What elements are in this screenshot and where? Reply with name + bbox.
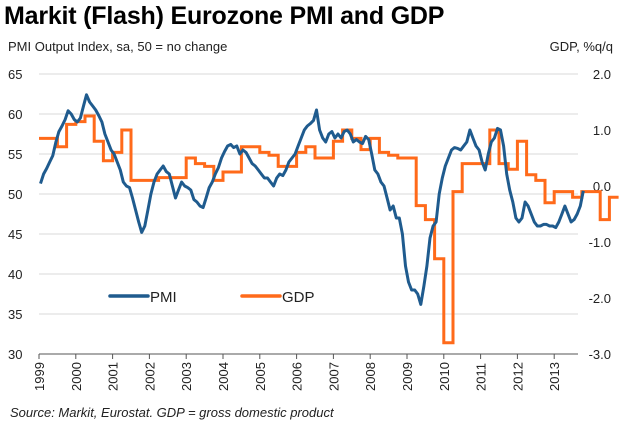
x-tick-label: 2013: [547, 362, 562, 391]
left-tick-label: 55: [8, 147, 22, 162]
right-tick-label: -3.0: [589, 347, 611, 362]
left-tick-label: 45: [8, 227, 22, 242]
left-tick-label: 30: [8, 347, 22, 362]
right-axis-label: GDP, %q/q: [549, 39, 613, 54]
gridlines: [39, 73, 578, 315]
left-tick-label: 50: [8, 187, 22, 202]
right-tick-label: -2.0: [589, 291, 611, 306]
x-tick-label: 2003: [179, 362, 194, 391]
x-tick-label: 2012: [510, 362, 525, 391]
left-tick-label: 60: [8, 107, 22, 122]
x-tick-label: 1999: [32, 362, 47, 391]
right-axis-ticks: 2.01.00.0-1.0-2.0-3.0: [589, 67, 611, 362]
right-tick-label: -1.0: [589, 235, 611, 250]
x-axis: 1999 2000 2001 2002 2003 2004 2005 2006 2007 2008…: [32, 353, 578, 391]
x-tick-label: 2002: [142, 362, 157, 391]
gdp-series-line: [39, 114, 619, 345]
legend-pmi-label: PMI: [150, 289, 177, 306]
legend: PMI GDP: [108, 289, 315, 306]
pmi-series-line: [39, 93, 585, 306]
chart-title: Markit (Flash) Eurozone PMI and GDP: [4, 2, 445, 30]
x-tick-label: 2011: [474, 363, 489, 391]
x-tick-label: 2007: [326, 362, 341, 391]
x-tick-label: 2004: [216, 362, 231, 391]
x-tick-label: 2005: [253, 362, 268, 391]
left-tick-label: 35: [8, 307, 22, 322]
x-tick-label: 2000: [69, 362, 84, 391]
right-tick-label: 2.0: [593, 67, 611, 82]
right-tick-label: 1.0: [593, 123, 611, 138]
x-tick-label: 2008: [363, 362, 378, 391]
x-tick-label: 2006: [290, 362, 305, 391]
left-axis-ticks: 65 60 55 50 45 40 35 30: [8, 67, 22, 362]
x-tick-label: 2001: [106, 362, 121, 391]
x-tick-label: 2010: [437, 362, 452, 391]
x-tick-label: 2009: [400, 362, 415, 391]
series-lines: [39, 93, 619, 345]
left-tick-label: 65: [8, 67, 22, 82]
left-tick-label: 40: [8, 267, 22, 282]
source-note: Source: Markit, Eurostat. GDP = gross do…: [10, 405, 334, 420]
legend-gdp-label: GDP: [282, 289, 315, 306]
left-axis-label: PMI Output Index, sa, 50 = no change: [8, 39, 228, 54]
